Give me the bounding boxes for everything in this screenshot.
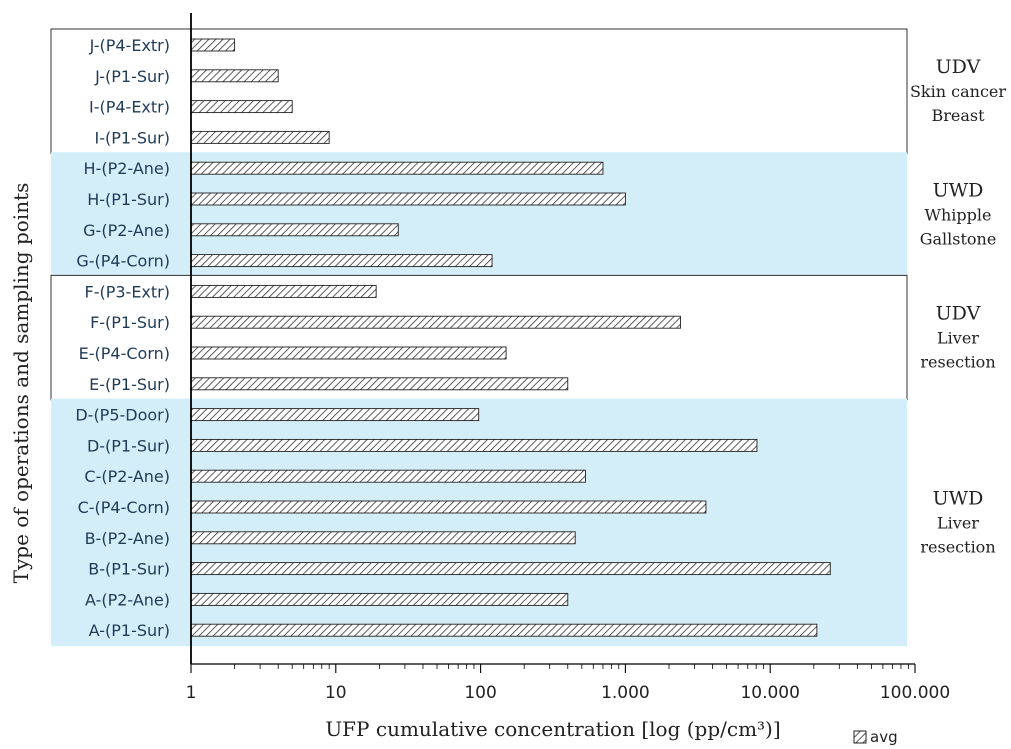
- bar-F-(P3-Extr): [190, 284, 377, 298]
- labels: UDV Skin cancer Breast UWD Whipple Gallstone U…: [75, 36, 1006, 703]
- y-tick-label: I-(P4-Extr): [89, 98, 170, 117]
- y-tick-label: F-(P1-Sur): [90, 313, 170, 332]
- group-label-0-2: Breast: [931, 106, 985, 125]
- bar-B-(P1-Sur): [190, 562, 831, 576]
- bar-F-(P1-Sur): [190, 315, 681, 329]
- y-tick-label: C-(P2-Ane): [84, 467, 170, 486]
- bar-A-(P2-Ane): [190, 592, 569, 606]
- group-label-0-0: UDV: [936, 56, 981, 78]
- group-box-0: [50, 28, 908, 154]
- group-label-0-1: Skin cancer: [910, 82, 1006, 101]
- group-label-2-0: UDV: [936, 303, 981, 325]
- y-tick-label: I-(P1-Sur): [95, 128, 170, 147]
- bar-C-(P4-Corn): [190, 500, 707, 514]
- group-label-3-0: UWD: [933, 487, 984, 509]
- group-label-1-1: Whipple: [925, 205, 992, 224]
- x-tick-label: 1.000: [601, 683, 650, 703]
- y-tick-label: B-(P1-Sur): [88, 560, 170, 579]
- bar-H-(P1-Sur): [190, 192, 626, 206]
- bar-B-(P2-Ane): [190, 531, 576, 545]
- y-tick-label: H-(P1-Sur): [87, 190, 170, 209]
- y-tick-label: D-(P5-Door): [75, 406, 170, 425]
- group-label-2-2: resection: [920, 353, 995, 372]
- y-tick-label: G-(P2-Ane): [83, 221, 170, 240]
- y-tick-label: H-(P2-Ane): [84, 159, 170, 178]
- group-boxes: [50, 28, 908, 647]
- bar-C-(P2-Ane): [190, 469, 586, 483]
- bar-H-(P2-Ane): [190, 161, 604, 175]
- bars: [190, 38, 831, 637]
- group-label-2-1: Liver: [937, 329, 979, 348]
- group-label-1-2: Gallstone: [920, 229, 997, 248]
- bar-I-(P1-Sur): [190, 130, 330, 144]
- x-tick-label: 10.000: [740, 683, 799, 703]
- x-tick-label: 10: [325, 683, 347, 703]
- y-tick-label: A-(P1-Sur): [89, 621, 170, 640]
- y-axis-title: Type of operations and sampling points: [9, 183, 33, 584]
- legend-swatch: [853, 730, 867, 744]
- y-tick-label: A-(P2-Ane): [85, 590, 170, 609]
- y-tick-label: B-(P2-Ane): [85, 529, 170, 548]
- group-box-3: [51, 398, 907, 647]
- bar-G-(P2-Ane): [190, 223, 399, 237]
- y-tick-label: J-(P4-Extr): [89, 36, 170, 55]
- bar-G-(P4-Corn): [190, 254, 493, 268]
- bar-J-(P1-Sur): [190, 69, 279, 83]
- axes: [190, 13, 916, 673]
- bar-E-(P1-Sur): [190, 377, 569, 391]
- x-tick-label: 100: [464, 683, 496, 703]
- y-tick-label: E-(P4-Corn): [79, 344, 170, 363]
- x-tick-label: 100.000: [880, 683, 950, 703]
- y-tick-label: G-(P4-Corn): [76, 252, 170, 271]
- y-tick-label: C-(P4-Corn): [78, 498, 170, 517]
- y-tick-label: F-(P3-Extr): [85, 282, 171, 301]
- group-label-3-1: Liver: [937, 513, 979, 532]
- legend: avg: [853, 728, 898, 746]
- group-label-1-0: UWD: [933, 179, 984, 201]
- x-axis-title: UFP cumulative concentration [log (pp/cm…: [325, 717, 780, 741]
- y-tick-label: D-(P1-Sur): [87, 436, 170, 455]
- bar-A-(P1-Sur): [190, 623, 818, 637]
- bar-I-(P4-Extr): [190, 100, 293, 114]
- bar-J-(P4-Extr): [190, 38, 236, 52]
- bar-E-(P4-Corn): [190, 346, 507, 360]
- group-label-3-2: resection: [920, 537, 995, 556]
- bar-D-(P5-Door): [190, 408, 480, 422]
- legend-label: avg: [870, 728, 898, 746]
- x-tick-label: 1: [186, 683, 197, 703]
- y-tick-label: E-(P1-Sur): [89, 375, 170, 394]
- y-tick-label: J-(P1-Sur): [94, 67, 170, 86]
- bar-D-(P1-Sur): [190, 438, 758, 452]
